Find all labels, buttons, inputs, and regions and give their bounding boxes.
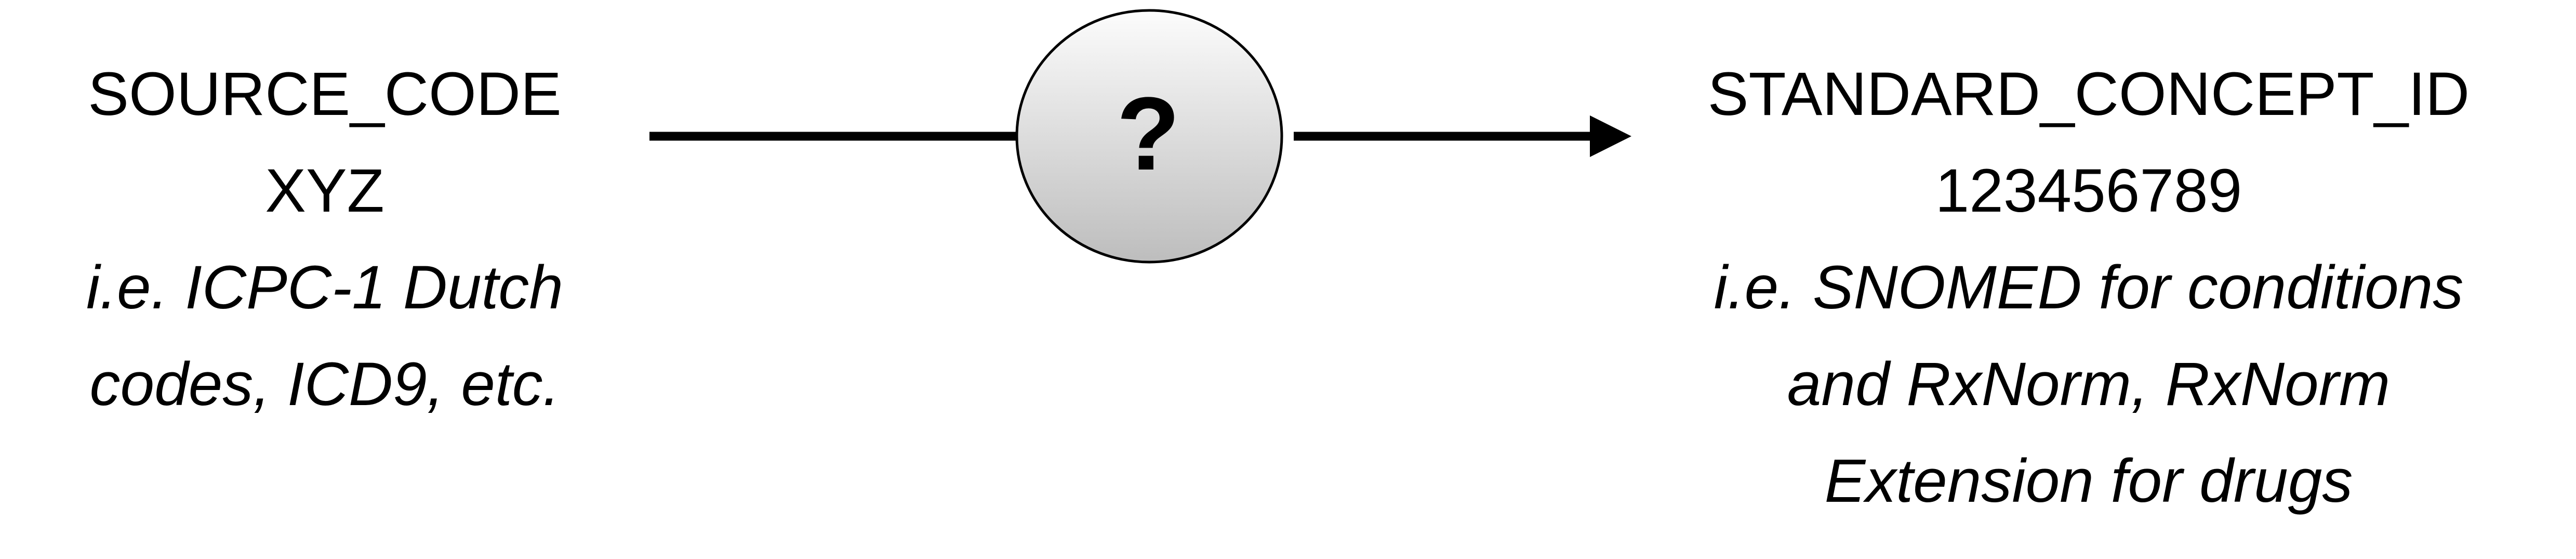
- standard-concept-block: STANDARD_CONCEPT_ID 123456789 i.e. SNOME…: [1637, 46, 2541, 529]
- source-code-block: SOURCE_CODE XYZ i.e. ICPC-1 Dutch codes,…: [31, 46, 618, 433]
- source-code-examples-line-1: i.e. ICPC-1 Dutch: [86, 253, 564, 322]
- standard-concept-examples-line-2: and RxNorm, RxNorm: [1787, 350, 2391, 419]
- source-code-title: SOURCE_CODE: [88, 60, 562, 128]
- standard-concept-value: 123456789: [1935, 157, 2242, 225]
- source-code-examples-line-2: codes, ICD9, etc.: [89, 350, 560, 419]
- mapping-circle: [1015, 9, 1283, 264]
- standard-concept-title: STANDARD_CONCEPT_ID: [1707, 60, 2470, 128]
- arrow-head-icon: [1590, 115, 1631, 157]
- source-code-value: XYZ: [265, 157, 384, 225]
- standard-concept-examples-line-1: i.e. SNOMED for conditions: [1714, 253, 2464, 322]
- question-mark-icon: ?: [1116, 76, 1180, 192]
- standard-concept-examples-line-3: Extension for drugs: [1824, 447, 2353, 515]
